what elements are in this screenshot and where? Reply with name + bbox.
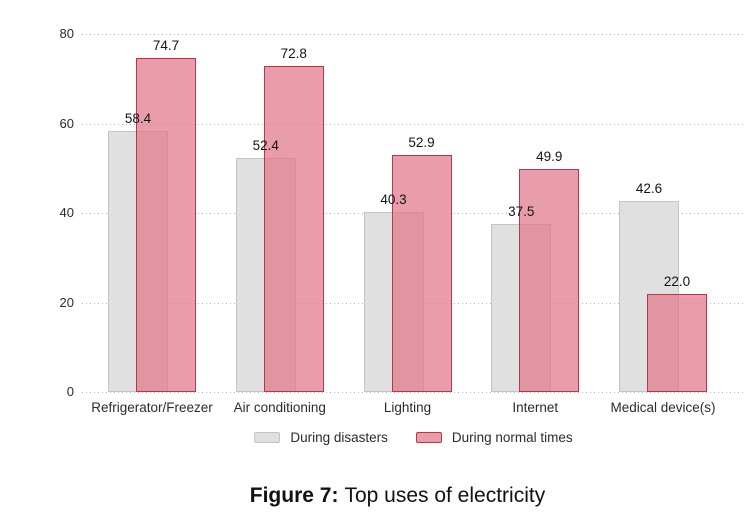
- x-category-label: Internet: [512, 400, 559, 415]
- y-tick-label: 0: [66, 384, 74, 399]
- bar-during-normal-times: [647, 293, 707, 392]
- legend-item-label: During disasters: [290, 430, 388, 445]
- legend-swatch-disasters: [254, 432, 281, 443]
- legend-item: During disasters: [254, 430, 388, 445]
- caption-text: Top uses of electricity: [344, 484, 546, 507]
- bar-value-label: 22.0: [663, 273, 691, 289]
- bar-value-label: 52.4: [252, 137, 279, 153]
- x-category-label: Medical device(s): [610, 400, 716, 415]
- bar-value-label: 42.6: [635, 181, 663, 197]
- bar-during-normal-times: [263, 66, 324, 392]
- y-tick-label: 20: [59, 294, 74, 310]
- bar-during-normal-times: [136, 57, 196, 392]
- legend-item: During normal times: [415, 430, 573, 445]
- bar-during-normal-times: [391, 155, 452, 392]
- bar-value-label: 74.7: [152, 37, 180, 53]
- legend-swatch-normal: [415, 432, 442, 443]
- x-category-label: Air conditioning: [233, 400, 326, 415]
- gridline: [82, 34, 745, 35]
- y-tick-label: 80: [59, 26, 74, 41]
- bar-value-label: 40.3: [380, 191, 407, 207]
- bar-value-label: 58.4: [124, 110, 152, 126]
- x-category-label: Lighting: [383, 400, 432, 415]
- x-category-label: Refrigerator/Freezer: [91, 400, 213, 415]
- legend: During disasters During normal times: [82, 430, 745, 445]
- bar-value-label: 72.8: [280, 46, 307, 62]
- caption-label: Figure 7:: [249, 484, 339, 507]
- bar-during-normal-times: [519, 168, 580, 392]
- bar-value-label: 37.5: [508, 204, 535, 220]
- y-tick-label: 40: [59, 205, 74, 220]
- y-tick-label: 60: [59, 115, 74, 131]
- figure-caption: Figure 7: Top uses of electricity: [0, 483, 747, 508]
- gridline: [82, 392, 745, 393]
- bar-value-label: 52.9: [408, 135, 435, 151]
- bar-value-label: 49.9: [536, 148, 563, 164]
- legend-item-label: During normal times: [451, 430, 573, 445]
- gridline: [82, 123, 745, 125]
